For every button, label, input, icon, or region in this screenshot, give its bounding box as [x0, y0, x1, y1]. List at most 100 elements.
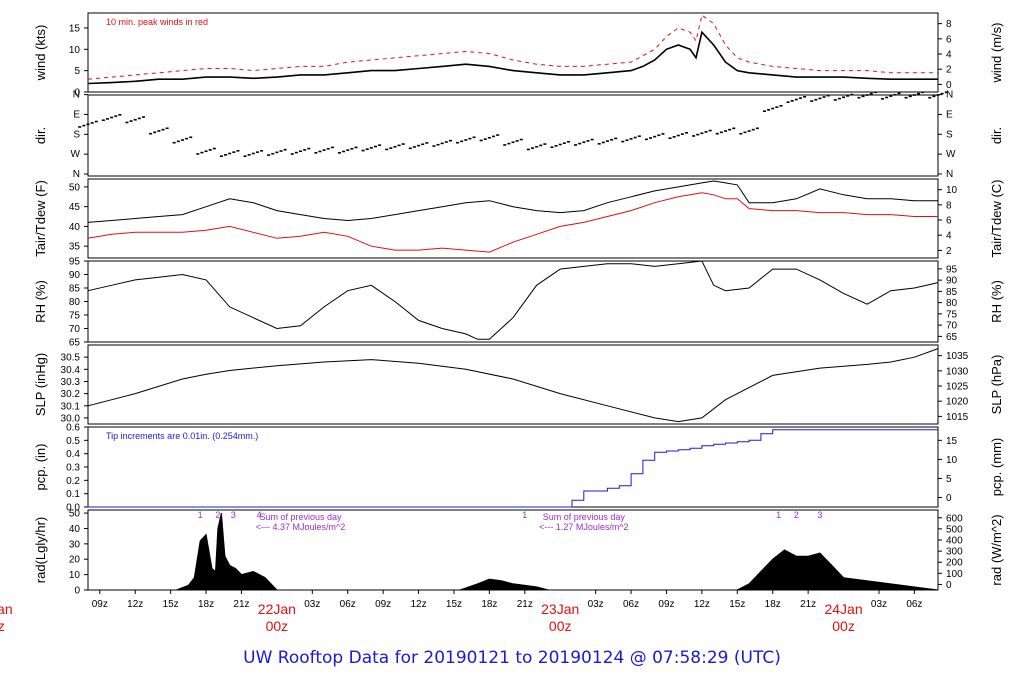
dir-point: [408, 147, 412, 150]
dir-yticklabel-right: N: [946, 90, 953, 101]
pcp-yticklabel-left: 0.3: [66, 463, 80, 474]
dir-point: [530, 147, 534, 149]
rad-yticklabel-right: 300: [946, 547, 963, 558]
wind-yticklabel-left: 0: [74, 88, 80, 99]
dir-point: [637, 135, 641, 137]
dir-point: [708, 129, 712, 132]
dir-point: [346, 149, 350, 151]
pcp-yticklabel-right: 15: [946, 436, 958, 447]
date-time-label: 00z: [0, 618, 5, 634]
dir-ylabel-right: dir.: [989, 127, 1004, 144]
slp-yticklabel-left: 30.3: [61, 377, 81, 388]
dir-point: [421, 143, 425, 146]
rad-marker: 2: [215, 510, 220, 520]
x-tick-label: 03z: [871, 599, 887, 610]
dir-point: [685, 132, 689, 134]
dir-ylabel-left: dir.: [33, 127, 48, 144]
pcp-ylabel-left: pcp. (in): [33, 444, 48, 491]
dir-point: [657, 134, 661, 137]
dir-point: [610, 138, 614, 141]
dir-point: [507, 142, 511, 145]
dir-point: [196, 153, 200, 155]
dir-point: [444, 141, 448, 143]
dir-yticklabel-right: E: [946, 109, 953, 120]
dir-point: [393, 145, 397, 148]
dir-point: [865, 94, 869, 96]
dir-point: [826, 94, 830, 97]
dir-point: [798, 97, 802, 99]
rh-yticklabel-right: 85: [946, 287, 958, 298]
dir-point: [314, 152, 318, 154]
dir-point: [448, 139, 452, 142]
dir-point: [365, 148, 369, 151]
dir-point: [515, 140, 519, 142]
dir-point: [696, 133, 700, 136]
wind-frame: [87, 12, 939, 93]
dir-point: [361, 149, 365, 152]
dir-point: [378, 144, 382, 146]
rh-yticklabel-right: 95: [946, 264, 958, 275]
dir-panel: dir. dir.N NW WS SE EN N: [33, 90, 1004, 180]
dir-point: [172, 141, 176, 144]
rad-marker: 2: [794, 510, 799, 520]
dir-point: [176, 140, 180, 143]
dir-point: [468, 137, 472, 140]
rh-yticklabel-left: 80: [69, 297, 81, 308]
dir-point: [932, 95, 936, 98]
pcp-yticklabel-left: 0.1: [66, 489, 80, 500]
pcp-yticklabel-left: 0.2: [66, 476, 80, 487]
dir-point: [661, 133, 665, 135]
x-tick-label: 12z: [694, 599, 710, 610]
slp-yticklabel-left: 30.1: [61, 401, 81, 412]
date-time-label: 00z: [832, 618, 855, 634]
x-tick-label: 06z: [906, 599, 922, 610]
dir-point: [810, 100, 814, 102]
dir-point: [90, 122, 94, 124]
rad-yticklabel-left: 0: [74, 586, 80, 597]
dir-point: [904, 96, 908, 99]
slp-yticklabel-right: 1025: [946, 382, 969, 393]
rh-yticklabel-right: 65: [946, 332, 958, 343]
rad-note: Sum of previous day: [259, 512, 342, 522]
rad-marker: 1: [198, 510, 203, 520]
dir-yticklabel-right: S: [946, 129, 953, 140]
dir-point: [271, 152, 275, 155]
dir-point: [208, 149, 212, 151]
x-tick-label: 12z: [410, 599, 426, 610]
dir-point: [755, 127, 759, 130]
x-tick-label: 21z: [800, 599, 816, 610]
dir-point: [621, 140, 625, 143]
dir-point: [487, 136, 491, 139]
wind-annotation: 10 min. peak winds in red: [106, 17, 208, 27]
dir-point: [460, 140, 464, 143]
x-tick-label: 09z: [92, 599, 108, 610]
dir-point: [578, 142, 582, 145]
dir-point: [917, 92, 921, 95]
temp-ylabel-left: Tair/Tdew (F): [33, 180, 48, 257]
rad-yticklabel-right: 100: [946, 569, 963, 580]
temp-frame: [87, 178, 939, 259]
dir-point: [157, 130, 161, 132]
dir-point: [940, 92, 944, 95]
dir-point: [350, 147, 354, 150]
dir-point: [496, 134, 500, 136]
dir-point: [307, 147, 311, 150]
rh-yticklabel-right: 90: [946, 276, 958, 287]
wind-yticklabel-right: 6: [946, 34, 952, 45]
dir-point: [389, 147, 393, 149]
dir-point: [118, 114, 122, 116]
dir-point: [724, 130, 727, 132]
x-tick-label: 09z: [375, 599, 391, 610]
dir-point: [633, 136, 637, 139]
dir-point: [511, 141, 515, 144]
dir-point: [747, 130, 751, 132]
slp-line-0: [87, 348, 939, 423]
rad-ylabel-left: rad(Lgly/hr): [33, 517, 48, 583]
temp-yticklabel-right: 4: [946, 231, 952, 242]
dir-point: [432, 145, 436, 147]
dir-point: [503, 144, 507, 146]
rh-line-0: [87, 260, 939, 340]
x-tick-label: 18z: [765, 599, 781, 610]
rh-yticklabel-left: 75: [69, 311, 81, 322]
